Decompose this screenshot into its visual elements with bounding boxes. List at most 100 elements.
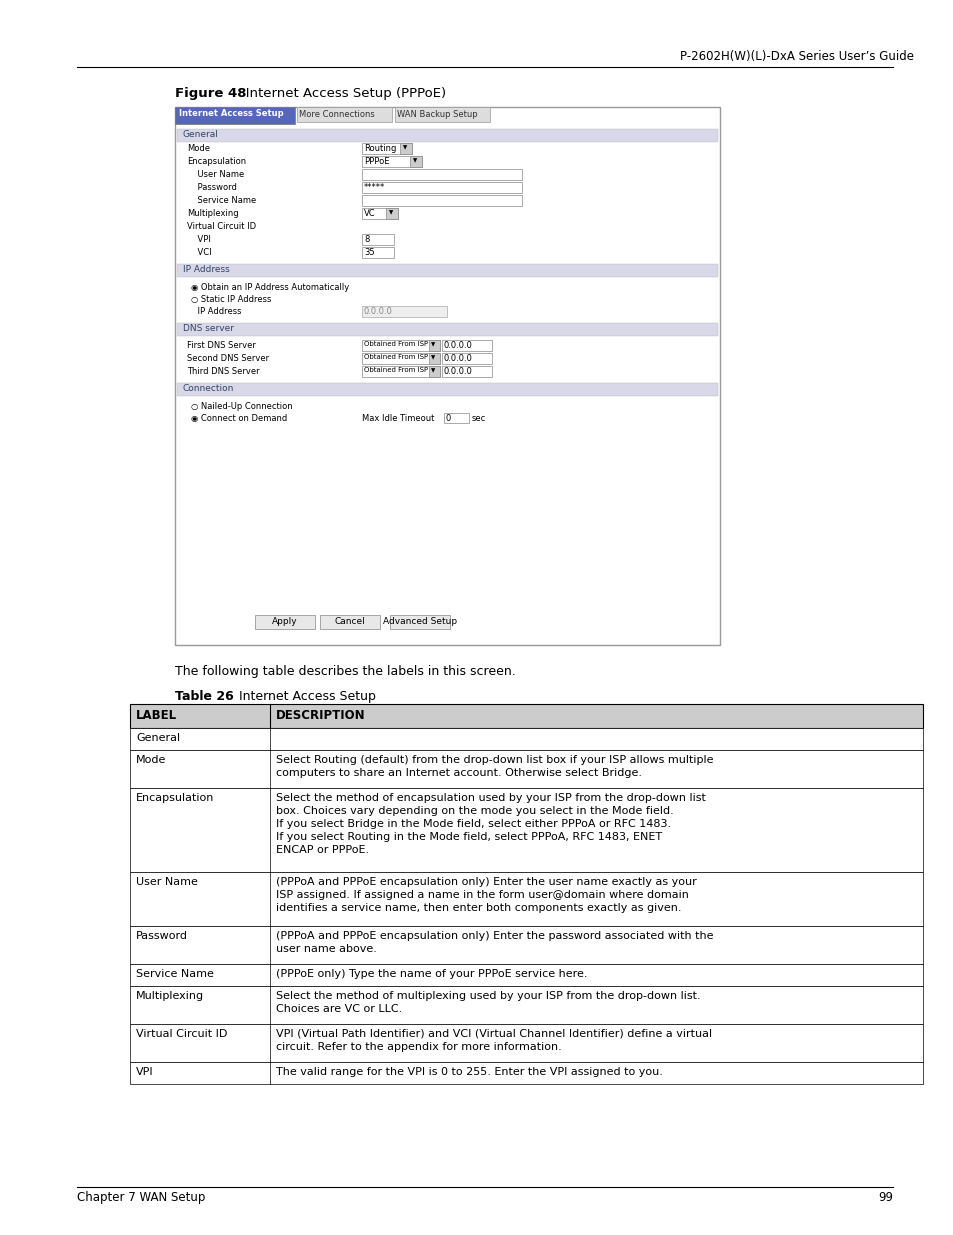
Text: ▼: ▼: [402, 144, 407, 149]
Text: PPPoE: PPPoE: [364, 157, 389, 165]
Bar: [361, 143, 412, 154]
Text: Figure 48: Figure 48: [174, 86, 246, 100]
Bar: [399, 143, 412, 154]
Bar: [361, 306, 447, 317]
Text: Virtual Circuit ID: Virtual Circuit ID: [187, 222, 255, 231]
Bar: [390, 615, 450, 629]
Bar: [130, 750, 923, 788]
Text: ▼: ▼: [413, 158, 416, 163]
Text: Select the method of encapsulation used by your ISP from the drop-down list: Select the method of encapsulation used …: [275, 793, 705, 803]
Text: 0.0.0.0: 0.0.0.0: [443, 367, 473, 375]
Bar: [361, 340, 439, 351]
Text: Mode: Mode: [187, 144, 210, 153]
Text: Obtained From ISP: Obtained From ISP: [364, 341, 428, 347]
Text: Chapter 7 WAN Setup: Chapter 7 WAN Setup: [77, 1191, 205, 1204]
Text: More Connections: More Connections: [298, 110, 375, 119]
Bar: [441, 366, 492, 377]
Text: ▼: ▼: [431, 368, 435, 373]
Bar: [395, 107, 490, 122]
Bar: [361, 182, 521, 193]
Text: First DNS Server: First DNS Server: [187, 341, 255, 350]
Text: 0: 0: [446, 414, 451, 424]
Text: identifies a service name, then enter both components exactly as given.: identifies a service name, then enter bo…: [275, 903, 680, 913]
Text: General: General: [183, 130, 218, 140]
Text: Multiplexing: Multiplexing: [187, 209, 238, 219]
Bar: [174, 107, 720, 645]
Text: Internet Access Setup (PPPoE): Internet Access Setup (PPPoE): [233, 86, 446, 100]
Text: 0.0.0.0: 0.0.0.0: [364, 308, 393, 316]
Bar: [361, 247, 394, 258]
Text: ◉ Obtain an IP Address Automatically: ◉ Obtain an IP Address Automatically: [191, 283, 349, 291]
Bar: [254, 615, 314, 629]
Text: 0.0.0.0: 0.0.0.0: [443, 341, 473, 350]
Text: VCI: VCI: [187, 248, 212, 257]
Text: VPI: VPI: [187, 235, 211, 245]
Text: Multiplexing: Multiplexing: [136, 990, 204, 1002]
Bar: [130, 788, 923, 872]
Text: Password: Password: [136, 931, 188, 941]
Text: LABEL: LABEL: [136, 709, 177, 722]
Text: Internet Access Setup: Internet Access Setup: [179, 109, 283, 119]
Text: Routing: Routing: [364, 144, 395, 153]
Text: VPI (Virtual Path Identifier) and VCI (Virtual Channel Identifier) define a virt: VPI (Virtual Path Identifier) and VCI (V…: [275, 1029, 711, 1039]
Text: 8: 8: [364, 235, 369, 245]
Bar: [443, 412, 469, 424]
Text: (PPPoA and PPPoE encapsulation only) Enter the user name exactly as your: (PPPoA and PPPoE encapsulation only) Ent…: [275, 877, 696, 887]
Text: P-2602H(W)(L)-DxA Series User’s Guide: P-2602H(W)(L)-DxA Series User’s Guide: [679, 49, 913, 63]
Text: Select the method of multiplexing used by your ISP from the drop-down list.: Select the method of multiplexing used b…: [275, 990, 700, 1002]
Bar: [386, 207, 397, 219]
Bar: [441, 340, 492, 351]
Text: DNS server: DNS server: [183, 324, 233, 333]
Bar: [296, 107, 392, 122]
Bar: [319, 615, 379, 629]
Bar: [361, 233, 394, 245]
Text: ◉ Connect on Demand: ◉ Connect on Demand: [191, 414, 287, 424]
Bar: [130, 1062, 923, 1084]
Text: Choices are VC or LLC.: Choices are VC or LLC.: [275, 1004, 402, 1014]
Text: Encapsulation: Encapsulation: [187, 157, 246, 165]
Text: Third DNS Server: Third DNS Server: [187, 367, 259, 375]
Text: Service Name: Service Name: [187, 196, 256, 205]
Bar: [361, 156, 421, 167]
Text: Cancel: Cancel: [335, 618, 365, 626]
Text: Table 26: Table 26: [174, 690, 233, 703]
Bar: [177, 324, 718, 336]
Text: 99: 99: [877, 1191, 892, 1204]
Text: user name above.: user name above.: [275, 944, 376, 953]
Text: User Name: User Name: [187, 170, 244, 179]
Bar: [361, 353, 439, 364]
Bar: [130, 1024, 923, 1062]
Text: (PPPoE only) Type the name of your PPPoE service here.: (PPPoE only) Type the name of your PPPoE…: [275, 969, 587, 979]
Text: The valid range for the VPI is 0 to 255. Enter the VPI assigned to you.: The valid range for the VPI is 0 to 255.…: [275, 1067, 662, 1077]
Text: Select Routing (default) from the drop-down list box if your ISP allows multiple: Select Routing (default) from the drop-d…: [275, 755, 713, 764]
Text: Encapsulation: Encapsulation: [136, 793, 214, 803]
Bar: [177, 264, 718, 277]
Text: 0.0.0.0: 0.0.0.0: [443, 354, 473, 363]
Text: Apply: Apply: [272, 618, 297, 626]
Bar: [441, 353, 492, 364]
Text: (PPPoA and PPPoE encapsulation only) Enter the password associated with the: (PPPoA and PPPoE encapsulation only) Ent…: [275, 931, 713, 941]
Text: Connection: Connection: [183, 384, 234, 393]
Text: sec: sec: [472, 414, 486, 424]
Bar: [361, 207, 397, 219]
Bar: [429, 353, 439, 364]
Text: Max Idle Timeout: Max Idle Timeout: [361, 414, 434, 424]
Text: circuit. Refer to the appendix for more information.: circuit. Refer to the appendix for more …: [275, 1042, 561, 1052]
Bar: [130, 926, 923, 965]
Text: Service Name: Service Name: [136, 969, 213, 979]
Text: VPI: VPI: [136, 1067, 153, 1077]
Text: IP Address: IP Address: [187, 308, 241, 316]
Text: ▼: ▼: [431, 342, 435, 347]
Bar: [429, 366, 439, 377]
Bar: [174, 107, 294, 124]
Text: ▼: ▼: [389, 210, 393, 215]
Text: Mode: Mode: [136, 755, 166, 764]
Bar: [130, 986, 923, 1024]
Bar: [361, 169, 521, 180]
Text: Obtained From ISP: Obtained From ISP: [364, 354, 428, 359]
Text: ENCAP or PPPoE.: ENCAP or PPPoE.: [275, 845, 369, 855]
Text: Virtual Circuit ID: Virtual Circuit ID: [136, 1029, 227, 1039]
Text: WAN Backup Setup: WAN Backup Setup: [396, 110, 477, 119]
Text: box. Choices vary depending on the mode you select in the Mode field.: box. Choices vary depending on the mode …: [275, 806, 673, 816]
Text: General: General: [136, 734, 180, 743]
